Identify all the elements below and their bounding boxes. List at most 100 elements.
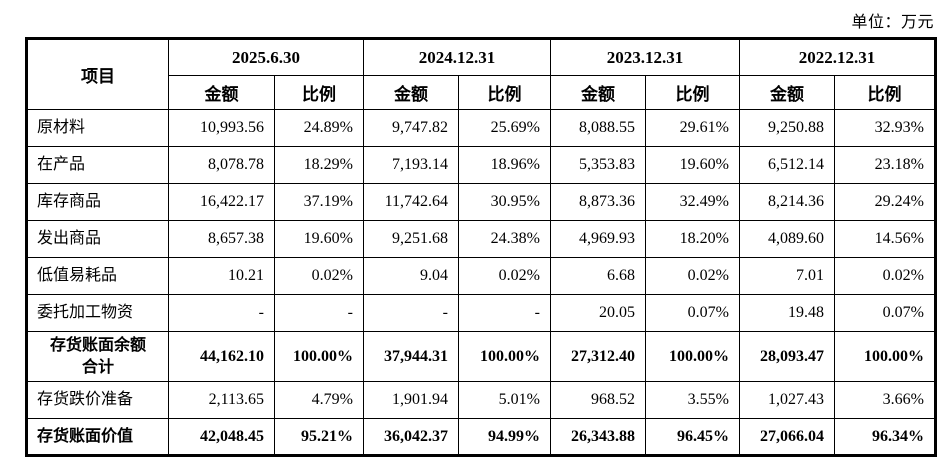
amount-cell: 8,088.55: [550, 109, 646, 147]
ratio-cell: 19.60%: [274, 220, 364, 258]
amount-cell: 20.05: [550, 294, 646, 332]
amount-cell: 27,066.04: [739, 418, 835, 456]
amount-cell: 28,093.47: [739, 331, 835, 382]
table-row: 发出商品 8,657.38 19.60% 9,251.68 24.38% 4,969.93…: [26, 220, 936, 258]
row-label: 存货跌价准备: [26, 381, 169, 419]
ratio-subheader: 比例: [274, 75, 364, 110]
amount-cell: 9,747.82: [363, 109, 459, 147]
amount-cell: 1,027.43: [739, 381, 835, 419]
ratio-cell: 0.02%: [458, 257, 551, 295]
ratio-cell: 14.56%: [834, 220, 936, 258]
table-row: 委托加工物资 - - - -20.05 0.07% 19.48 0.07%: [26, 294, 936, 332]
inventory-table: 项目 2025.6.30 2024.12.31 2023.12.31 2022.…: [25, 37, 937, 457]
ratio-cell: 100.00%: [274, 331, 364, 382]
table-row: 低值易耗品 10.21 0.02% 9.04 0.02% 6.68 0.02% 7.01 0.0…: [26, 257, 936, 295]
table-row: 存货账面余额 合计 44,162.10 100.00% 37,944.31 100.00…: [26, 331, 936, 382]
amount-subheader: 金额: [168, 75, 275, 110]
amount-cell: 16,422.17: [168, 183, 275, 221]
ratio-subheader: 比例: [834, 75, 936, 110]
ratio-cell: 3.66%: [834, 381, 936, 419]
amount-cell: 5,353.83: [550, 146, 646, 184]
amount-cell: 2,113.65: [168, 381, 275, 419]
ratio-cell: 95.21%: [274, 418, 364, 456]
amount-cell: 1,901.94: [363, 381, 459, 419]
ratio-cell: 24.89%: [274, 109, 364, 147]
ratio-cell: 100.00%: [645, 331, 740, 382]
amount-subheader: 金额: [739, 75, 835, 110]
ratio-cell: 100.00%: [458, 331, 551, 382]
period-header-2025-06-30: 2025.6.30: [168, 38, 364, 76]
ratio-cell: 32.49%: [645, 183, 740, 221]
table-row: 存货账面价值 42,048.45 95.21% 36,042.37 94.99% 26,3…: [26, 418, 936, 456]
ratio-cell: -: [458, 294, 551, 332]
ratio-cell: 96.45%: [645, 418, 740, 456]
ratio-subheader: 比例: [458, 75, 551, 110]
period-header-2024-12-31: 2024.12.31: [363, 38, 551, 76]
row-label: 库存商品: [26, 183, 169, 221]
ratio-cell: 4.79%: [274, 381, 364, 419]
ratio-cell: 0.07%: [834, 294, 936, 332]
amount-cell: 4,969.93: [550, 220, 646, 258]
row-label: 原材料: [26, 109, 169, 147]
ratio-cell: 5.01%: [458, 381, 551, 419]
row-label: 低值易耗品: [26, 257, 169, 295]
amount-cell: 8,873.36: [550, 183, 646, 221]
ratio-cell: 0.02%: [834, 257, 936, 295]
ratio-cell: 32.93%: [834, 109, 936, 147]
ratio-cell: 29.24%: [834, 183, 936, 221]
ratio-cell: -: [274, 294, 364, 332]
amount-cell: 10,993.56: [168, 109, 275, 147]
ratio-cell: 0.07%: [645, 294, 740, 332]
amount-cell: 6,512.14: [739, 146, 835, 184]
row-label: 在产品: [26, 146, 169, 184]
amount-cell: 42,048.45: [168, 418, 275, 456]
ratio-cell: 30.95%: [458, 183, 551, 221]
amount-cell: 6.68: [550, 257, 646, 295]
amount-cell: 44,162.10: [168, 331, 275, 382]
row-label: 发出商品: [26, 220, 169, 258]
amount-cell: 8,214.36: [739, 183, 835, 221]
period-header-2023-12-31: 2023.12.31: [550, 38, 740, 76]
amount-cell: 37,944.31: [363, 331, 459, 382]
ratio-cell: 100.00%: [834, 331, 936, 382]
table-row: 在产品 8,078.78 18.29% 7,193.14 18.96% 5,353.83 1…: [26, 146, 936, 184]
amount-cell: 11,742.64: [363, 183, 459, 221]
amount-cell: 9.04: [363, 257, 459, 295]
amount-cell: 26,343.88: [550, 418, 646, 456]
ratio-cell: 96.34%: [834, 418, 936, 456]
subheader-row: 金额 比例 金额 比例 金额 比例 金额 比例: [27, 75, 936, 110]
ratio-cell: 18.20%: [645, 220, 740, 258]
amount-cell: 7.01: [739, 257, 835, 295]
amount-cell: 4,089.60: [739, 220, 835, 258]
item-column-header: 项目: [26, 38, 169, 110]
ratio-cell: 23.18%: [834, 146, 936, 184]
amount-cell: 36,042.37: [363, 418, 459, 456]
table-row: 存货跌价准备 2,113.65 4.79% 1,901.94 5.01% 968.52 3.…: [26, 381, 936, 419]
period-header-row: 项目 2025.6.30 2024.12.31 2023.12.31 2022.…: [26, 38, 936, 110]
row-label: 存货账面余额 合计: [26, 331, 169, 382]
ratio-cell: 24.38%: [458, 220, 551, 258]
ratio-cell: 25.69%: [458, 109, 551, 147]
amount-cell: 10.21: [168, 257, 275, 295]
amount-cell: 8,078.78: [168, 146, 275, 184]
ratio-cell: 0.02%: [274, 257, 364, 295]
table-row: 原材料 10,993.56 24.89% 9,747.82 25.69% 8,088.55…: [26, 109, 936, 147]
amount-cell: 968.52: [550, 381, 646, 419]
ratio-cell: 29.61%: [645, 109, 740, 147]
ratio-cell: 37.19%: [274, 183, 364, 221]
amount-subheader: 金额: [550, 75, 646, 110]
ratio-cell: 0.02%: [645, 257, 740, 295]
amount-cell: -: [363, 294, 459, 332]
ratio-subheader: 比例: [645, 75, 740, 110]
amount-cell: 8,657.38: [168, 220, 275, 258]
table-body: 原材料 10,993.56 24.89% 9,747.82 25.69% 8,088.55…: [26, 109, 936, 456]
amount-cell: 19.48: [739, 294, 835, 332]
amount-cell: 7,193.14: [363, 146, 459, 184]
ratio-cell: 19.60%: [645, 146, 740, 184]
ratio-cell: 18.29%: [274, 146, 364, 184]
amount-subheader: 金额: [363, 75, 459, 110]
amount-cell: -: [168, 294, 275, 332]
row-label: 委托加工物资: [26, 294, 169, 332]
amount-cell: 9,251.68: [363, 220, 459, 258]
